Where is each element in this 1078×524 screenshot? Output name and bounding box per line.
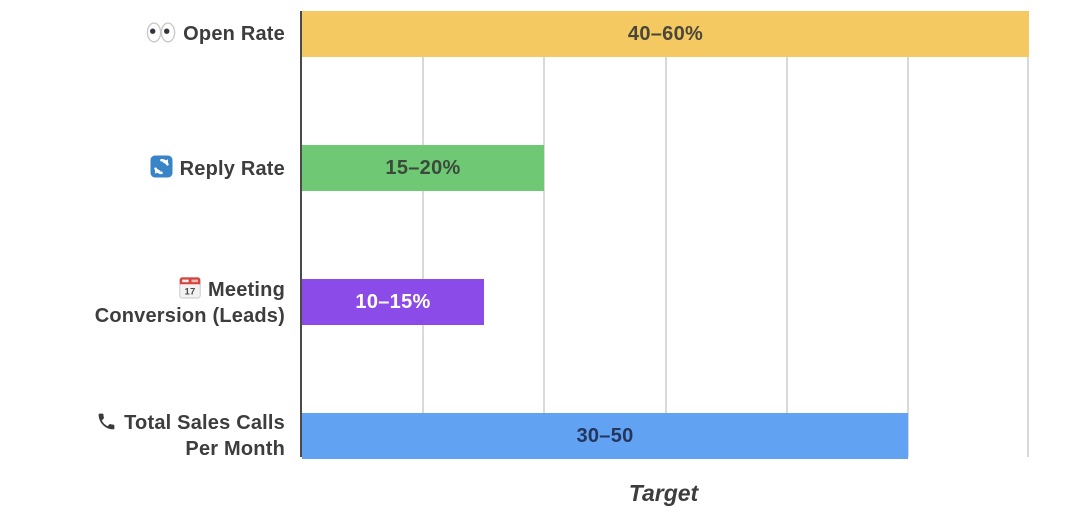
- category-label-reply-rate: Reply Rate: [0, 155, 285, 182]
- category-label-meeting-conversion-leads: 17 Meeting Conversion (Leads): [0, 276, 285, 329]
- category-label-text: Total Sales Calls: [124, 412, 285, 434]
- x-axis-title: Target: [628, 480, 699, 506]
- category-labels-column: Open Rate Reply Rate 17 Meeting Conversion (…: [0, 0, 285, 460]
- bar-meeting-conversion-leads: 10–15%: [302, 279, 484, 325]
- gridline-10: [422, 11, 424, 457]
- gridline-60: [1027, 11, 1029, 457]
- category-label-text: Per Month: [185, 438, 285, 460]
- category-label-text: Meeting: [208, 279, 285, 301]
- category-label-text: Open Rate: [183, 23, 285, 45]
- bar-reply-rate: 15–20%: [302, 145, 544, 191]
- bar-value-label: 30–50: [576, 424, 634, 447]
- bar-value-label: 10–15%: [355, 290, 431, 313]
- svg-text:17: 17: [185, 287, 196, 298]
- gridline-20: [543, 11, 545, 457]
- category-label-open-rate: Open Rate: [0, 21, 285, 47]
- bar-value-label: 15–20%: [385, 156, 461, 179]
- refresh-icon: [150, 155, 173, 178]
- gridline-40: [786, 11, 788, 457]
- gridline-50: [907, 11, 909, 457]
- eyes-icon: [146, 22, 176, 43]
- bar-total-sales-calls-per-month: 30–50: [302, 413, 908, 459]
- category-label-total-sales-calls-per-month: Total Sales Calls Per Month: [0, 410, 285, 462]
- phone-icon: [96, 411, 117, 432]
- gridline-30: [665, 11, 667, 457]
- bar-value-label: 40–60%: [627, 22, 704, 45]
- calendar-icon: 17: [179, 276, 201, 299]
- category-label-text: Conversion (Leads): [94, 305, 285, 327]
- plot-area: 40–60% 15–20% 10–15% 30–50: [300, 11, 1029, 459]
- category-label-text: Reply Rate: [179, 158, 285, 180]
- bar-open-rate: 40–60%: [302, 11, 1029, 57]
